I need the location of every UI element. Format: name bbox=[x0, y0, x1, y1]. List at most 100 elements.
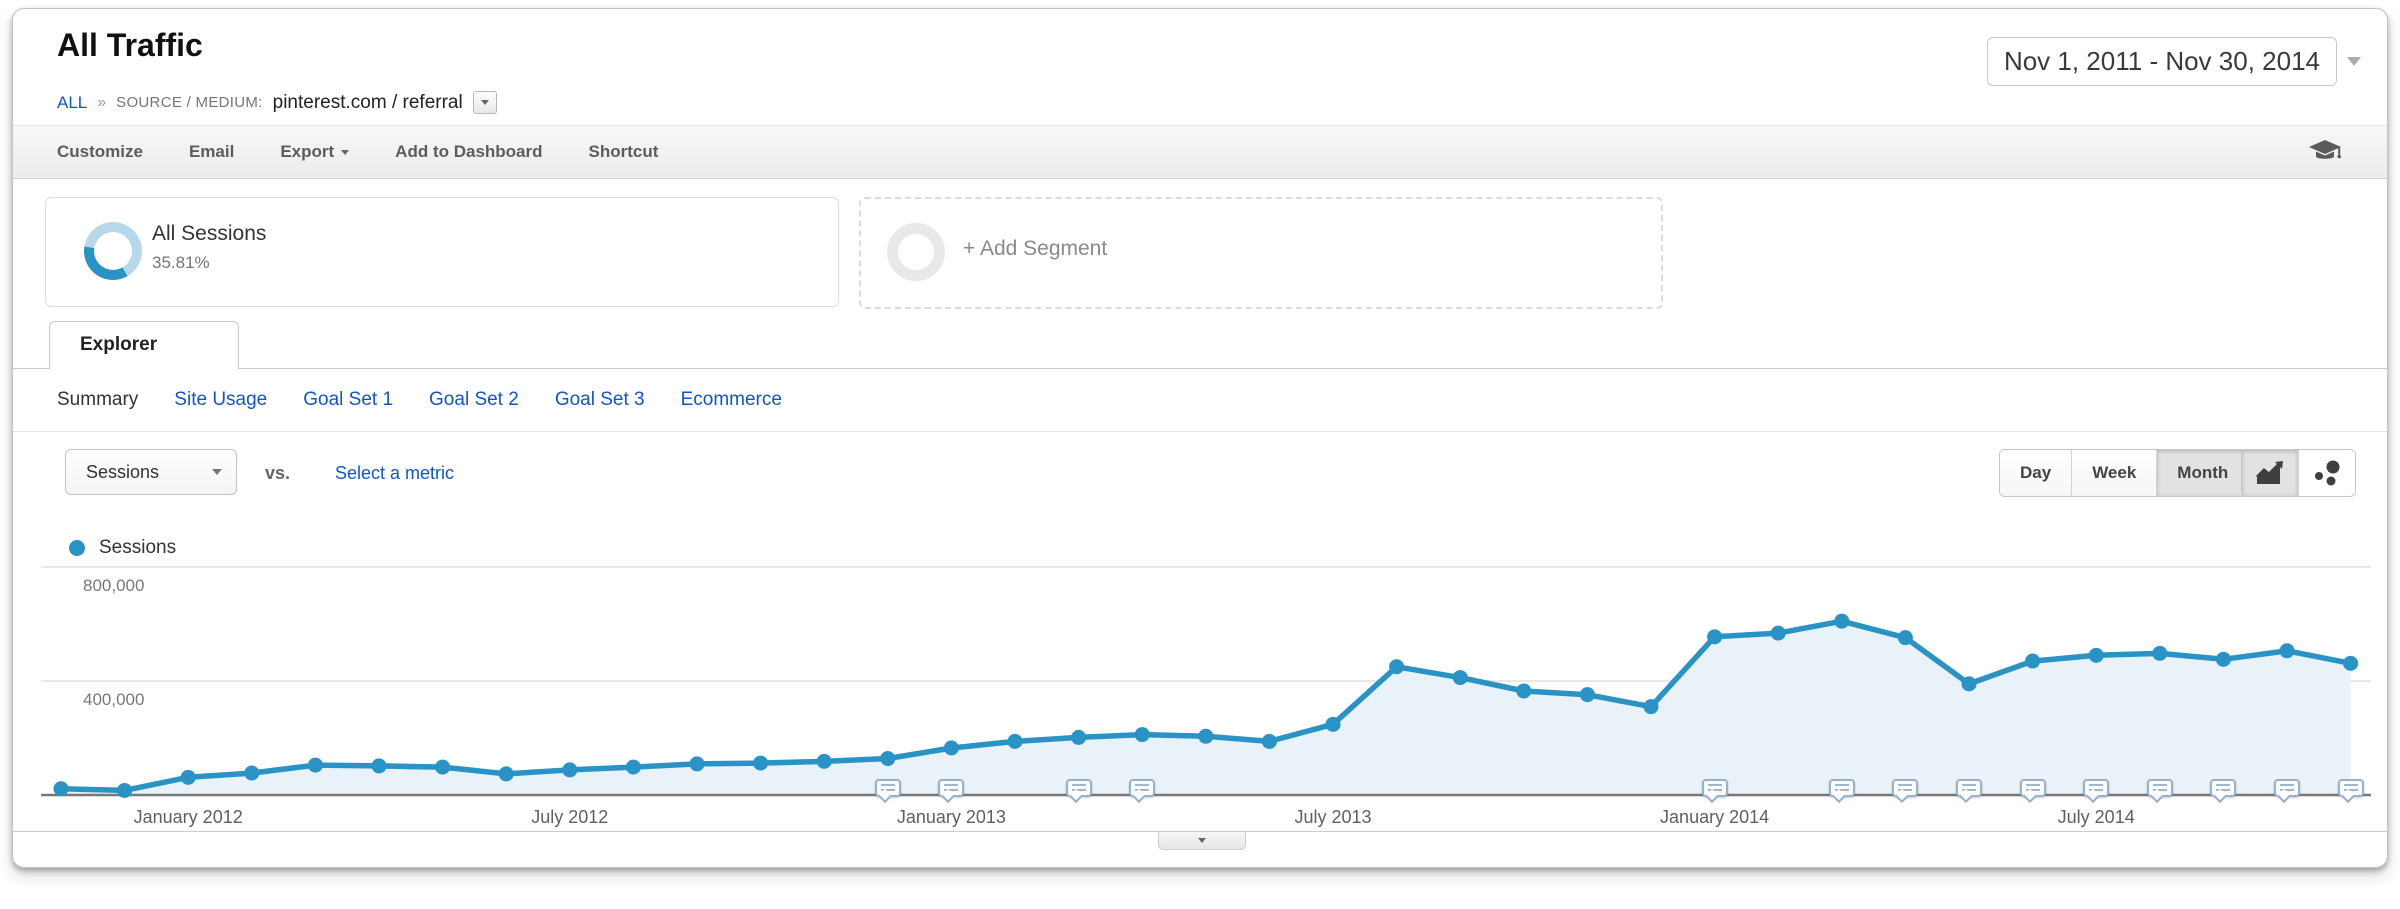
toolbar-item-label: Add to Dashboard bbox=[395, 142, 543, 161]
annotation-marker-mar-2014[interactable] bbox=[1828, 779, 1855, 804]
subnav-item-goal-set-2[interactable]: Goal Set 2 bbox=[429, 389, 519, 410]
toolbar-item-email[interactable]: Email bbox=[189, 142, 234, 162]
breadcrumb-dropdown-button[interactable] bbox=[472, 91, 497, 114]
data-point-jan-2013[interactable] bbox=[943, 740, 959, 756]
toolbar-item-export[interactable]: Export bbox=[280, 142, 350, 162]
add-segment-donut-icon bbox=[887, 223, 945, 281]
x-axis-label: July 2012 bbox=[531, 807, 609, 827]
data-point-jul-2014[interactable] bbox=[2088, 647, 2104, 663]
data-point-jun-2012[interactable] bbox=[498, 766, 514, 782]
data-point-apr-2012[interactable] bbox=[371, 758, 387, 774]
subnav-item-ecommerce[interactable]: Ecommerce bbox=[680, 389, 782, 410]
x-axis-label: January 2013 bbox=[896, 807, 1006, 827]
toolbar-item-shortcut[interactable]: Shortcut bbox=[589, 142, 659, 162]
granularity-day-button[interactable]: Day bbox=[2000, 450, 2072, 496]
annotation-marker-apr-2013[interactable] bbox=[1129, 779, 1156, 804]
data-point-mar-2013[interactable] bbox=[1071, 729, 1087, 745]
annotations-drawer-toggle[interactable] bbox=[1158, 832, 1246, 850]
subnav-item-site-usage[interactable]: Site Usage bbox=[174, 389, 268, 410]
select-metric-link[interactable]: Select a metric bbox=[335, 463, 455, 483]
data-point-dec-2011[interactable] bbox=[117, 782, 133, 798]
breadcrumb-root-link[interactable]: ALL bbox=[57, 92, 88, 112]
line-chart-button[interactable] bbox=[2242, 450, 2298, 496]
motion-chart-button[interactable] bbox=[2298, 450, 2355, 496]
segment-card-all-sessions[interactable]: All Sessions 35.81% bbox=[45, 197, 839, 307]
toolbar-item-add-to-dashboard[interactable]: Add to Dashboard bbox=[395, 142, 542, 162]
annotation-marker-jan-2013[interactable] bbox=[938, 779, 965, 804]
tab-row: Explorer bbox=[13, 321, 2387, 369]
data-point-mar-2012[interactable] bbox=[307, 757, 323, 773]
data-point-sep-2014[interactable] bbox=[2215, 651, 2231, 667]
chevron-down-icon bbox=[480, 100, 489, 105]
annotation-marker-apr-2014[interactable] bbox=[1892, 779, 1919, 804]
data-point-jan-2012[interactable] bbox=[180, 769, 196, 785]
date-range-text[interactable]: Nov 1, 2011 - Nov 30, 2014 bbox=[1986, 37, 2337, 86]
segment-percent: 35.81% bbox=[152, 253, 210, 272]
data-point-jun-2013[interactable] bbox=[1261, 733, 1277, 749]
data-point-dec-2012[interactable] bbox=[880, 751, 896, 767]
annotation-marker-sep-2014[interactable] bbox=[2210, 779, 2237, 804]
toolbar-item-customize[interactable]: Customize bbox=[57, 142, 143, 162]
data-point-oct-2012[interactable] bbox=[753, 755, 769, 771]
sessions-area-fill bbox=[61, 621, 2351, 795]
annotation-marker-jan-2014[interactable] bbox=[1701, 779, 1728, 804]
data-point-aug-2012[interactable] bbox=[625, 759, 641, 775]
annotation-marker-jul-2014[interactable] bbox=[2083, 779, 2110, 804]
breadcrumb: ALL » SOURCE / MEDIUM: pinterest.com / r… bbox=[57, 91, 497, 114]
tab-explorer-label: Explorer bbox=[80, 334, 158, 355]
data-point-may-2014[interactable] bbox=[1961, 676, 1977, 692]
annotation-marker-jun-2014[interactable] bbox=[2019, 779, 2046, 804]
annotation-marker-dec-2012[interactable] bbox=[874, 779, 901, 804]
data-point-aug-2014[interactable] bbox=[2152, 645, 2168, 661]
metric-select-dropdown[interactable]: Sessions bbox=[65, 449, 237, 495]
annotation-marker-may-2014[interactable] bbox=[1956, 779, 1982, 804]
granularity-month-button[interactable]: Month bbox=[2156, 450, 2249, 496]
subnav-item-goal-set-1[interactable]: Goal Set 1 bbox=[303, 389, 394, 410]
data-point-aug-2013[interactable] bbox=[1389, 659, 1405, 675]
data-point-feb-2012[interactable] bbox=[244, 765, 260, 781]
data-point-feb-2013[interactable] bbox=[1007, 733, 1023, 749]
toolbar-item-label: Customize bbox=[57, 142, 143, 161]
chevron-down-icon bbox=[212, 469, 222, 475]
date-range-selector[interactable]: Nov 1, 2011 - Nov 30, 2014 bbox=[1986, 37, 2361, 86]
annotation-marker-aug-2014[interactable] bbox=[2146, 779, 2173, 804]
data-point-jul-2013[interactable] bbox=[1325, 716, 1341, 732]
data-point-nov-2013[interactable] bbox=[1579, 687, 1595, 703]
legend-series-label: Sessions bbox=[99, 537, 177, 558]
report-toolbar: Customize Email Export Add to Dashboard Shor… bbox=[13, 125, 2387, 179]
data-point-sep-2012[interactable] bbox=[689, 756, 705, 772]
granularity-week-button[interactable]: Week bbox=[2071, 450, 2157, 496]
metric-select-value: Sessions bbox=[86, 461, 160, 482]
chevron-down-icon bbox=[1198, 838, 1206, 843]
data-point-sep-2013[interactable] bbox=[1452, 670, 1468, 686]
annotation-marker-nov-2014[interactable] bbox=[2337, 779, 2364, 804]
subnav-item-goal-set-3[interactable]: Goal Set 3 bbox=[554, 389, 645, 410]
breadcrumb-dimension-label: SOURCE / MEDIUM: bbox=[116, 94, 263, 111]
motion-chart-icon bbox=[2315, 460, 2340, 486]
annotation-marker-oct-2014[interactable] bbox=[2274, 779, 2300, 804]
data-point-mar-2014[interactable] bbox=[1834, 613, 1850, 629]
add-segment-card[interactable]: + Add Segment bbox=[859, 197, 1663, 309]
data-point-nov-2011[interactable] bbox=[53, 781, 69, 797]
data-point-oct-2014[interactable] bbox=[2279, 643, 2295, 659]
data-point-nov-2012[interactable] bbox=[816, 753, 832, 769]
tab-explorer[interactable]: Explorer bbox=[49, 321, 239, 369]
graduation-cap-icon[interactable] bbox=[2307, 138, 2343, 166]
data-point-apr-2013[interactable] bbox=[1134, 727, 1150, 743]
toolbar-item-label: Email bbox=[188, 142, 235, 161]
data-point-may-2012[interactable] bbox=[435, 759, 451, 775]
data-point-jul-2012[interactable] bbox=[562, 762, 578, 778]
subnav-item-summary[interactable]: Summary bbox=[57, 389, 139, 410]
data-point-apr-2014[interactable] bbox=[1897, 630, 1913, 646]
data-point-dec-2013[interactable] bbox=[1643, 699, 1659, 715]
annotation-marker-mar-2013[interactable] bbox=[1065, 779, 1092, 804]
data-point-jun-2014[interactable] bbox=[2025, 653, 2041, 669]
x-axis-label: July 2014 bbox=[2057, 807, 2135, 827]
x-axis-label: January 2012 bbox=[133, 807, 243, 827]
data-point-jan-2014[interactable] bbox=[1707, 629, 1723, 645]
data-point-may-2013[interactable] bbox=[1198, 728, 1214, 744]
data-point-oct-2013[interactable] bbox=[1516, 683, 1532, 699]
x-axis-label: January 2014 bbox=[1660, 807, 1770, 827]
data-point-feb-2014[interactable] bbox=[1770, 625, 1786, 641]
data-point-nov-2014[interactable] bbox=[2343, 655, 2359, 671]
